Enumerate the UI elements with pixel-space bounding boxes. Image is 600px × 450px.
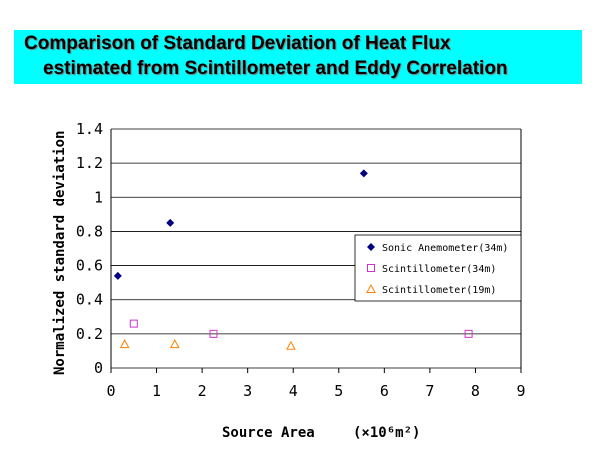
x-tick-label: 0 [106,382,115,400]
x-tick-label: 9 [516,382,525,400]
y-axis-label: Normalized standard deviation [52,131,68,375]
data-point-diamond [367,243,375,251]
y-tick-label: 0.6 [76,257,103,275]
x-tick-label: 5 [334,382,343,400]
x-tick-label: 3 [243,382,252,400]
data-point-square [129,319,138,328]
data-point-diamond [166,218,175,227]
data-point-diamond [359,169,368,178]
y-tick-label: 1.4 [76,120,103,138]
data-point-triangle [119,339,130,349]
y-tick-label: 1.2 [76,154,103,172]
x-axis-unit: (×10⁶m²) [353,425,420,441]
legend-label: Scintillometer(19m) [382,285,496,296]
data-point-triangle [286,340,296,350]
data-point-square [367,264,375,272]
legend-label: Sonic Anemometer(34m) [382,243,508,254]
data-point-triangle [366,283,376,293]
y-tick-label: 0.4 [76,291,103,309]
chart-title-line1: Comparison of Standard Deviation of Heat… [24,33,451,54]
data-point-triangle [169,339,180,349]
data-point-square [209,329,218,338]
x-tick-label: 7 [425,382,434,400]
y-tick-label: 0 [94,359,103,377]
data-point-diamond [113,271,122,280]
data-point-square [464,329,473,338]
x-tick-label: 4 [289,382,298,400]
y-tick-label: 1 [94,188,103,206]
x-axis-label: Source Area [222,425,315,441]
y-tick-label: 0.8 [76,222,103,240]
x-tick-label: 1 [152,382,161,400]
legend-box [354,234,522,302]
y-tick-label: 0.2 [76,325,103,343]
legend-label: Scintillometer(34m) [382,264,496,275]
x-tick-label: 6 [380,382,389,400]
chart-title-line2: estimated from Scintillometer and Eddy C… [43,58,508,79]
x-tick-label: 8 [471,382,480,400]
x-tick-label: 2 [198,382,207,400]
title-banner [14,30,582,84]
